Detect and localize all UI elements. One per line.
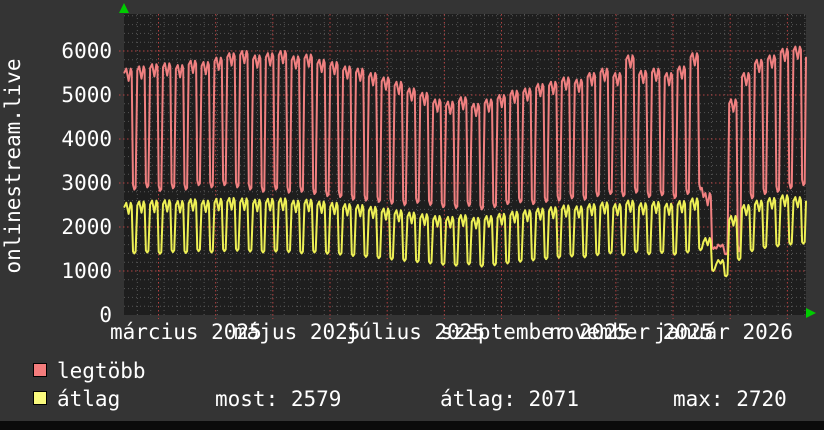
x-tick-label: május 2025: [234, 320, 361, 344]
y-axis-arrow-icon: [119, 3, 129, 13]
x-tick-label: november 2025: [549, 320, 714, 344]
series-line-átlag: [123, 194, 807, 278]
y-tick-label: 6000: [61, 39, 112, 63]
x-tick-label: január 2026: [654, 320, 794, 344]
y-tick-label: 5000: [61, 83, 112, 107]
y-tick-label: 1000: [61, 259, 112, 283]
x-tick-label: szeptember 2025: [440, 320, 630, 344]
series-line-legtöbb: [123, 45, 807, 256]
plot-background: [124, 14, 806, 315]
y-tick-label: 0: [99, 303, 112, 327]
x-tick-label: július 2025: [346, 320, 486, 344]
y-tick-label: 4000: [61, 127, 112, 151]
x-tick-label: március 2025: [110, 320, 262, 344]
x-axis-arrow-icon: [806, 308, 816, 318]
window-bottom-edge: [0, 421, 824, 430]
y-tick-label: 2000: [61, 215, 112, 239]
y-tick-label: 3000: [61, 171, 112, 195]
